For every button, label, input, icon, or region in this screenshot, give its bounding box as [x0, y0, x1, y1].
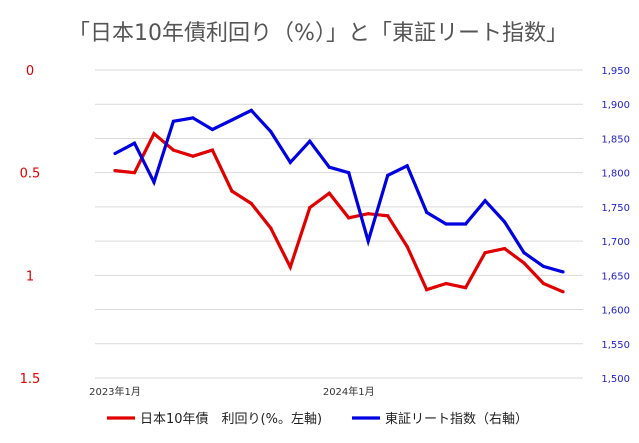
right-tick-label: 1,750	[601, 203, 630, 214]
series-layer	[113, 108, 565, 294]
data-point	[464, 286, 468, 290]
data-point	[405, 244, 409, 249]
right-tick-label: 1,900	[601, 100, 630, 111]
x-tick-label: 2023年1月	[89, 385, 141, 398]
data-point	[132, 171, 137, 175]
left-tick-label: 1.5	[20, 372, 41, 387]
data-point	[132, 141, 137, 145]
data-point	[425, 288, 429, 292]
data-point	[405, 164, 409, 168]
data-point	[483, 199, 487, 203]
legend-label-0: 日本10年債 利回り(%。左軸)	[140, 412, 322, 427]
data-point	[113, 151, 117, 156]
data-point	[425, 210, 429, 214]
left-axis: 0 0.5 1 1.5	[20, 64, 41, 387]
data-point	[308, 205, 312, 210]
left-tick-label: 1	[26, 269, 34, 284]
data-point	[152, 180, 156, 184]
right-tick-label: 1,950	[601, 66, 630, 77]
data-point	[249, 201, 253, 206]
data-point	[249, 108, 253, 112]
right-tick-label: 1,600	[601, 306, 630, 317]
data-point	[366, 239, 370, 243]
data-point	[113, 169, 117, 173]
data-point	[386, 173, 390, 178]
data-point	[541, 264, 546, 269]
data-point	[522, 251, 526, 255]
left-tick-label: 0	[26, 64, 34, 79]
data-point	[171, 119, 176, 123]
series-points-0	[113, 132, 565, 294]
data-point	[210, 127, 214, 132]
right-tick-label: 1,800	[601, 169, 630, 180]
data-point	[327, 165, 331, 169]
series-line-0	[114, 131, 564, 294]
data-point	[210, 148, 214, 152]
data-point	[502, 247, 507, 251]
data-point	[464, 222, 468, 226]
right-tick-label: 1,500	[601, 374, 630, 385]
data-point	[522, 261, 526, 265]
data-point	[191, 154, 195, 158]
data-point	[444, 222, 448, 226]
data-point	[171, 148, 176, 152]
x-tick-label: 2024年1月	[323, 385, 375, 398]
legend: 日本10年債 利回り(%。左軸) 東証リート指数（右軸）	[107, 411, 528, 427]
data-point	[288, 160, 292, 164]
data-point	[230, 118, 234, 122]
chart-title: 「日本10年債利回り（%）」と「東証リート指数」	[68, 21, 568, 46]
data-point	[366, 212, 370, 216]
data-point	[191, 116, 195, 120]
right-tick-label: 1,550	[601, 340, 630, 351]
data-point	[541, 281, 546, 286]
data-point	[269, 226, 273, 230]
data-point	[230, 189, 234, 193]
data-point	[483, 251, 487, 255]
data-point	[288, 265, 292, 269]
right-axis: 1,950 1,900 1,850 1,800 1,750 1,700 1,650 1,600…	[601, 66, 630, 385]
data-point	[308, 139, 312, 143]
left-tick-label: 0.5	[20, 167, 41, 182]
right-tick-label: 1,650	[601, 271, 630, 282]
right-tick-label: 1,850	[601, 134, 630, 145]
data-point	[561, 270, 565, 274]
legend-label-1: 東証リート指数（右軸）	[385, 411, 528, 427]
data-point	[444, 281, 448, 286]
data-point	[502, 220, 507, 224]
data-point	[327, 191, 331, 195]
data-point	[561, 290, 565, 294]
data-point	[269, 130, 273, 134]
data-point	[152, 132, 156, 136]
right-tick-label: 1,700	[601, 237, 630, 248]
series-line-1	[114, 108, 564, 274]
grid-lines	[95, 69, 583, 379]
data-point	[347, 171, 351, 175]
series-points-1	[113, 108, 565, 274]
data-point	[347, 216, 351, 220]
data-point	[386, 214, 390, 218]
x-axis: 2023年1月 2024年1月	[89, 385, 375, 398]
